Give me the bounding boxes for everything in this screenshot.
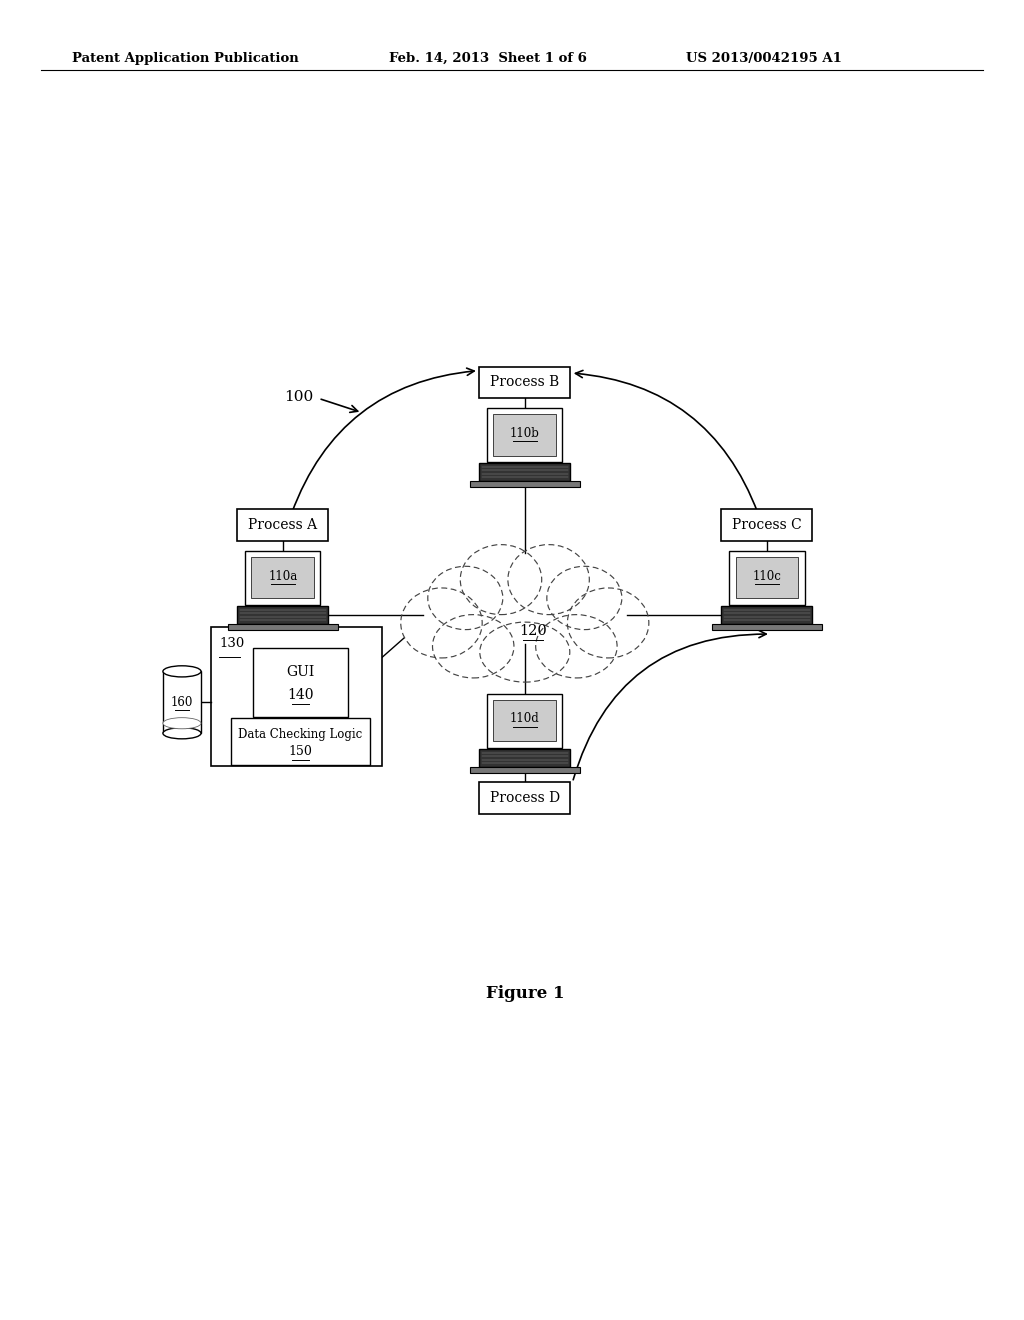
FancyBboxPatch shape <box>487 693 562 747</box>
Text: Figure 1: Figure 1 <box>485 985 564 1002</box>
FancyBboxPatch shape <box>470 767 580 774</box>
Text: 160: 160 <box>171 696 194 709</box>
FancyBboxPatch shape <box>712 624 821 630</box>
Ellipse shape <box>547 566 622 630</box>
Ellipse shape <box>163 665 201 677</box>
Ellipse shape <box>163 727 201 739</box>
Ellipse shape <box>400 587 482 657</box>
Text: Process A: Process A <box>248 519 317 532</box>
Ellipse shape <box>163 718 201 729</box>
Text: Process C: Process C <box>732 519 802 532</box>
Text: Feb. 14, 2013  Sheet 1 of 6: Feb. 14, 2013 Sheet 1 of 6 <box>389 51 587 65</box>
Text: 120: 120 <box>519 624 547 638</box>
FancyArrowPatch shape <box>575 371 758 513</box>
Ellipse shape <box>428 566 503 630</box>
FancyBboxPatch shape <box>479 783 570 814</box>
Text: 150: 150 <box>289 744 312 758</box>
FancyBboxPatch shape <box>245 550 321 605</box>
Ellipse shape <box>480 622 569 682</box>
Ellipse shape <box>536 615 617 678</box>
Text: 130: 130 <box>219 638 245 651</box>
Text: 110d: 110d <box>510 713 540 726</box>
FancyBboxPatch shape <box>721 606 812 624</box>
FancyBboxPatch shape <box>252 557 314 598</box>
FancyBboxPatch shape <box>479 367 570 399</box>
Ellipse shape <box>460 545 542 615</box>
FancyBboxPatch shape <box>494 700 556 742</box>
FancyBboxPatch shape <box>231 718 370 764</box>
Ellipse shape <box>441 581 608 681</box>
Text: US 2013/0042195 A1: US 2013/0042195 A1 <box>686 51 842 65</box>
Bar <box>163 672 201 734</box>
Ellipse shape <box>567 587 649 657</box>
FancyBboxPatch shape <box>479 463 570 480</box>
FancyBboxPatch shape <box>238 606 329 624</box>
FancyBboxPatch shape <box>721 510 812 541</box>
FancyBboxPatch shape <box>211 627 382 766</box>
FancyBboxPatch shape <box>238 510 329 541</box>
Text: Process B: Process B <box>490 375 559 389</box>
FancyBboxPatch shape <box>729 550 805 605</box>
Text: 100: 100 <box>284 389 313 404</box>
Ellipse shape <box>432 615 514 678</box>
Text: 110b: 110b <box>510 426 540 440</box>
Text: 140: 140 <box>288 688 314 702</box>
FancyArrowPatch shape <box>292 368 474 513</box>
Text: GUI: GUI <box>287 665 314 678</box>
Ellipse shape <box>439 556 610 673</box>
Text: Process D: Process D <box>489 791 560 805</box>
FancyBboxPatch shape <box>479 750 570 767</box>
FancyBboxPatch shape <box>470 480 580 487</box>
FancyBboxPatch shape <box>253 648 348 717</box>
FancyBboxPatch shape <box>487 408 562 462</box>
Text: 110a: 110a <box>268 570 297 582</box>
FancyBboxPatch shape <box>228 624 338 630</box>
Ellipse shape <box>508 545 590 615</box>
Text: Patent Application Publication: Patent Application Publication <box>72 51 298 65</box>
FancyBboxPatch shape <box>735 557 798 598</box>
Text: 110c: 110c <box>753 570 781 582</box>
Text: Data Checking Logic: Data Checking Logic <box>239 729 362 741</box>
FancyBboxPatch shape <box>494 414 556 455</box>
FancyArrowPatch shape <box>573 631 766 780</box>
